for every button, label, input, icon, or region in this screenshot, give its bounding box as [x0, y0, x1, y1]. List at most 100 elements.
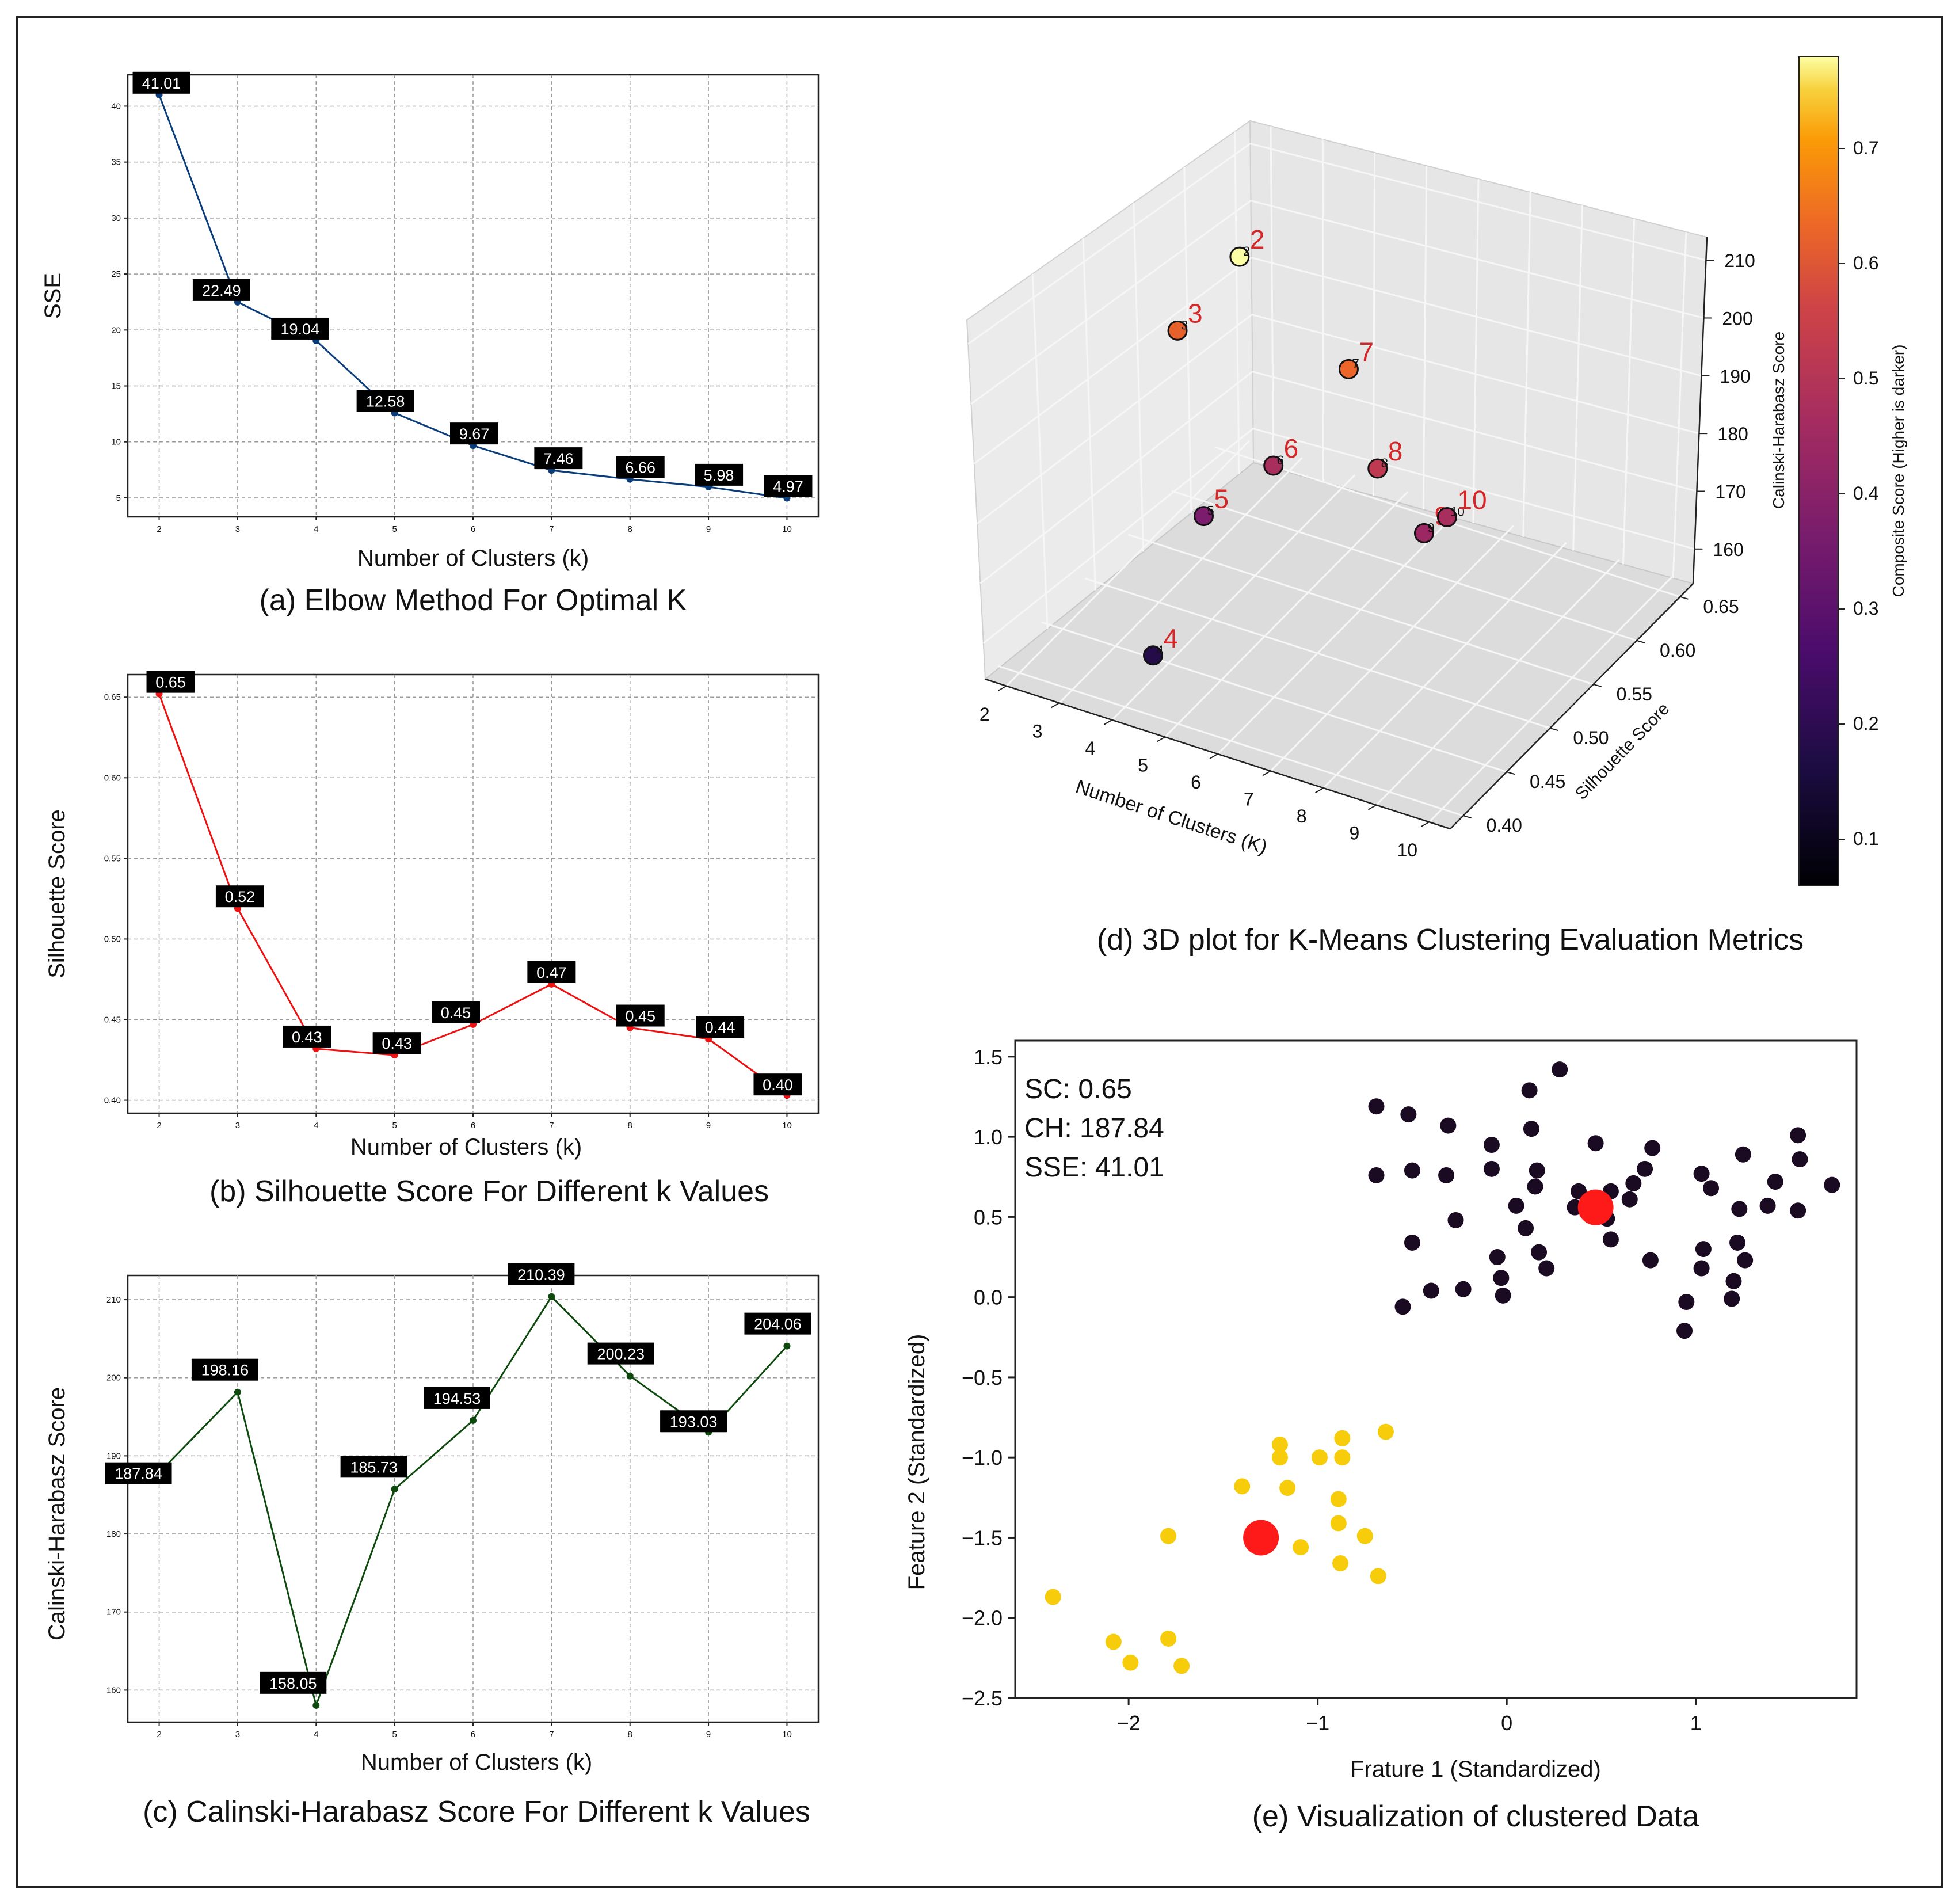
- cluster-2-point: [1279, 1480, 1296, 1496]
- cluster-1-point: [1447, 1212, 1464, 1228]
- y-tick-label: 210: [106, 1295, 121, 1305]
- silhouette-y-ticks: 0.40 0.45 0.50 0.55 0.60 0.65: [104, 692, 128, 1106]
- wall-gridline: [970, 200, 1252, 405]
- data-label: 0.47: [536, 964, 567, 981]
- centroid-marker: [1577, 1189, 1614, 1225]
- z-tick-label: 210: [1724, 250, 1755, 271]
- point-k-2: [1229, 246, 1250, 267]
- cluster-1-point: [1729, 1234, 1746, 1251]
- point-small-label: 8: [1381, 456, 1388, 470]
- floor-gridline: [998, 665, 1464, 817]
- wall-gridline: [967, 143, 1251, 345]
- data-label: 200.23: [597, 1346, 645, 1363]
- data-label-box: [260, 1671, 327, 1694]
- colorbar-tick-label: 0.6: [1853, 253, 1878, 273]
- data-label-box: [450, 422, 498, 445]
- silhouette-chart: 2 3 4 5 6 7 8 9 10 0.40 0.45 0.50 0.55 0.60 0.65 0.65…: [44, 671, 820, 1208]
- z-tick-label: 190: [1720, 366, 1750, 387]
- data-label-box: [191, 1358, 258, 1381]
- cluster-1-point: [1724, 1290, 1740, 1307]
- y-tick-mark: [1550, 728, 1558, 731]
- scatter-points: [1045, 1061, 1840, 1674]
- cluster-1-point: [1440, 1117, 1457, 1134]
- wall-gridline: [1422, 166, 1428, 510]
- floor-gridline: [1322, 542, 1567, 789]
- scatter-y-label: Feature 2 (Standardized): [904, 1334, 929, 1590]
- x-tick-label: 5: [392, 1121, 397, 1130]
- y-tick-label: 5: [116, 493, 121, 503]
- x-tick-label: 3: [1032, 721, 1043, 741]
- point-k-3: [1167, 320, 1188, 341]
- cluster-1-point: [1790, 1127, 1806, 1144]
- data-label: 5.98: [704, 467, 734, 484]
- x-tick-label: 8: [628, 1730, 632, 1739]
- data-label-box: [192, 279, 250, 301]
- data-label-box: [105, 1462, 172, 1484]
- y-tick-label: 15: [111, 382, 121, 391]
- data-label-box: [432, 1001, 480, 1023]
- wall-gridline: [1472, 178, 1480, 524]
- x-tick-label: 7: [549, 1730, 554, 1739]
- data-label: 22.49: [202, 282, 241, 299]
- x-tick-label: 8: [628, 524, 632, 534]
- cluster-2-point: [1370, 1568, 1386, 1585]
- data-label-box: [616, 456, 665, 478]
- y-tick-label: 0.60: [1660, 640, 1695, 661]
- x-tick-label: 4: [314, 1730, 318, 1739]
- colorbar-tick-label: 0.3: [1853, 598, 1878, 619]
- cluster-scatter-chart: −2 −1 0 1 1.51.00.50.0−0.5−1.0−1.5−2.0−2.5 …: [904, 1039, 1858, 1833]
- floor-gridline: [1270, 525, 1514, 772]
- x-tick-label: 6: [1191, 772, 1201, 793]
- y-tick-label: 0.50: [1573, 728, 1609, 748]
- 3d-y-ticks: 0.40 0.45 0.50 0.55 0.60 0.65: [1463, 596, 1739, 836]
- floor-gridline: [1428, 576, 1673, 823]
- point-small-label: 9: [1427, 520, 1434, 535]
- x-tick-label: 10: [782, 524, 792, 534]
- scatter-annotation-sc: SC: 0.65: [1024, 1074, 1132, 1105]
- cluster-2-point: [1105, 1633, 1122, 1650]
- calinski-grid: [128, 1275, 818, 1722]
- x-tick-label: 9: [706, 1730, 711, 1739]
- data-label-box: [616, 1004, 665, 1027]
- floor-gridline: [1084, 577, 1550, 729]
- cluster-2-point: [1160, 1528, 1177, 1544]
- x-tick-label: 9: [706, 1121, 711, 1130]
- cluster-1-point: [1518, 1220, 1534, 1236]
- cluster-2-point: [1311, 1449, 1328, 1466]
- x-tick-label: 6: [471, 524, 475, 534]
- wall-gridline: [1082, 238, 1096, 591]
- scatter-y-ticks: 1.5 1.0 0.5 0.0 −0.5 −1.0 −1.5 −2.0 −2.5: [962, 1045, 1015, 1710]
- colorbar-tick-label: 0.2: [1853, 713, 1878, 734]
- x-tick-label: 4: [1085, 738, 1095, 759]
- data-point: [391, 1486, 398, 1493]
- cluster-1-point: [1521, 1082, 1538, 1099]
- cluster-1-point: [1759, 1197, 1776, 1214]
- y-tick-label: 10: [111, 437, 121, 447]
- data-label-box: [764, 475, 813, 497]
- floor-gridline: [1058, 457, 1303, 704]
- point-small-label: 4: [1157, 643, 1164, 657]
- point-small-label: 5: [1207, 504, 1214, 518]
- cluster-1-point: [1438, 1167, 1455, 1183]
- z-tick-label: 200: [1722, 308, 1752, 329]
- y-tick-label: 180: [106, 1529, 121, 1539]
- calinski-chart: 2 3 4 5 6 7 8 9 10 160 170 180 190 200 210 187.84 198.…: [44, 1263, 820, 1829]
- y-tick-mark: [1506, 771, 1515, 775]
- wall-gridline: [1252, 314, 1699, 435]
- cluster-1-point: [1731, 1201, 1748, 1217]
- scatter-caption: (e) Visualization of clustered Data: [1252, 1800, 1699, 1833]
- cluster-1-point: [1538, 1260, 1555, 1277]
- wall-gridline: [1572, 205, 1583, 551]
- y-tick-label: 0.65: [104, 692, 121, 702]
- x-tick-mark: [1262, 770, 1271, 776]
- y-tick-mark: [1593, 684, 1602, 687]
- data-label: 0.40: [763, 1076, 793, 1094]
- data-label-box: [660, 1410, 727, 1433]
- data-label-box: [534, 447, 583, 470]
- cluster-1-point: [1695, 1241, 1712, 1258]
- silhouette-x-label: Number of Clusters (k): [350, 1134, 582, 1160]
- cluster-1-point: [1368, 1167, 1385, 1183]
- scatter-plot-area: [1014, 1039, 1858, 1699]
- point-k-5: [1194, 506, 1214, 527]
- x-tick-mark: [1209, 753, 1218, 759]
